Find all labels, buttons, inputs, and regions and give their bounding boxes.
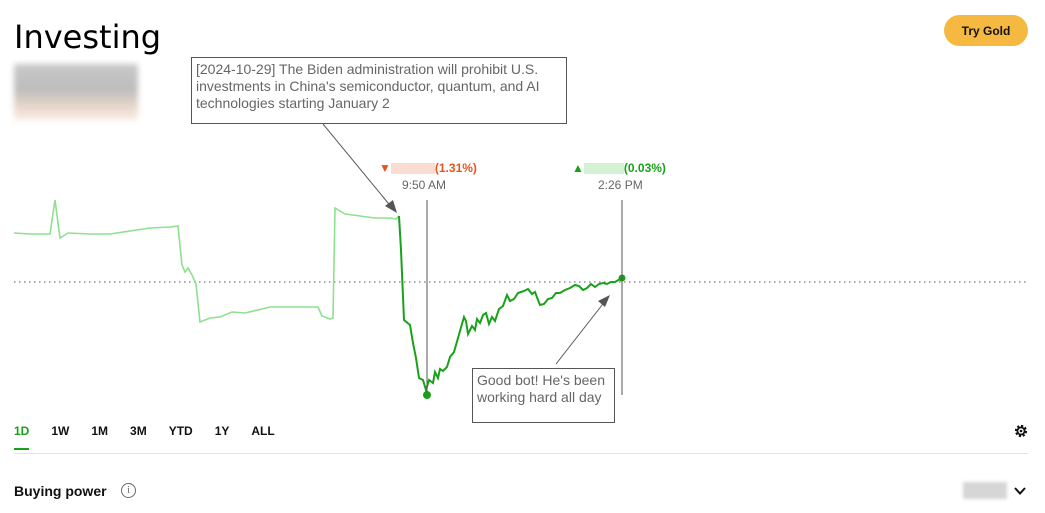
portfolio-value-redacted [14, 64, 138, 120]
chevron-down-icon[interactable] [1013, 484, 1027, 498]
annotation-comment: Good bot! He's been working hard all day [472, 368, 615, 423]
price-line-active [398, 215, 623, 394]
page-title: Investing [14, 18, 162, 56]
low-point-dot [423, 391, 431, 399]
range-tabs: 1D 1W 1M 3M YTD 1Y ALL [14, 424, 297, 450]
divider [14, 453, 1028, 454]
marker-right-change: ▲ (0.03%) [572, 161, 666, 175]
up-triangle-icon: ▲ [572, 161, 584, 175]
annotation-arrow-top [322, 123, 394, 210]
tab-1w[interactable]: 1W [51, 424, 70, 438]
down-triangle-icon: ▼ [379, 161, 391, 175]
annotation-arrowhead-bottom [598, 295, 610, 307]
gear-icon[interactable] [1013, 423, 1029, 439]
info-icon[interactable]: i [121, 483, 136, 498]
annotation-arrowhead-top [385, 200, 397, 213]
buying-power-label: Buying power [14, 483, 107, 499]
price-line-faded [13, 199, 400, 324]
tab-3m[interactable]: 3M [130, 424, 147, 438]
marker-right-time: 2:26 PM [598, 178, 643, 192]
marker-left-change: ▼ (1.31%) [379, 161, 477, 175]
buying-power-value-redacted [963, 482, 1007, 499]
annotation-arrow-bottom [555, 299, 607, 365]
try-gold-button[interactable]: Try Gold [944, 15, 1028, 46]
tab-1m[interactable]: 1M [91, 424, 109, 438]
tab-1y[interactable]: 1Y [214, 424, 230, 438]
tab-ytd[interactable]: YTD [168, 424, 193, 438]
tab-1d[interactable]: 1D [14, 424, 30, 450]
marker-left-time: 9:50 AM [402, 178, 447, 192]
tab-all[interactable]: ALL [251, 424, 275, 438]
annotation-news: [2024-10-29] The Biden administration wi… [191, 57, 567, 124]
